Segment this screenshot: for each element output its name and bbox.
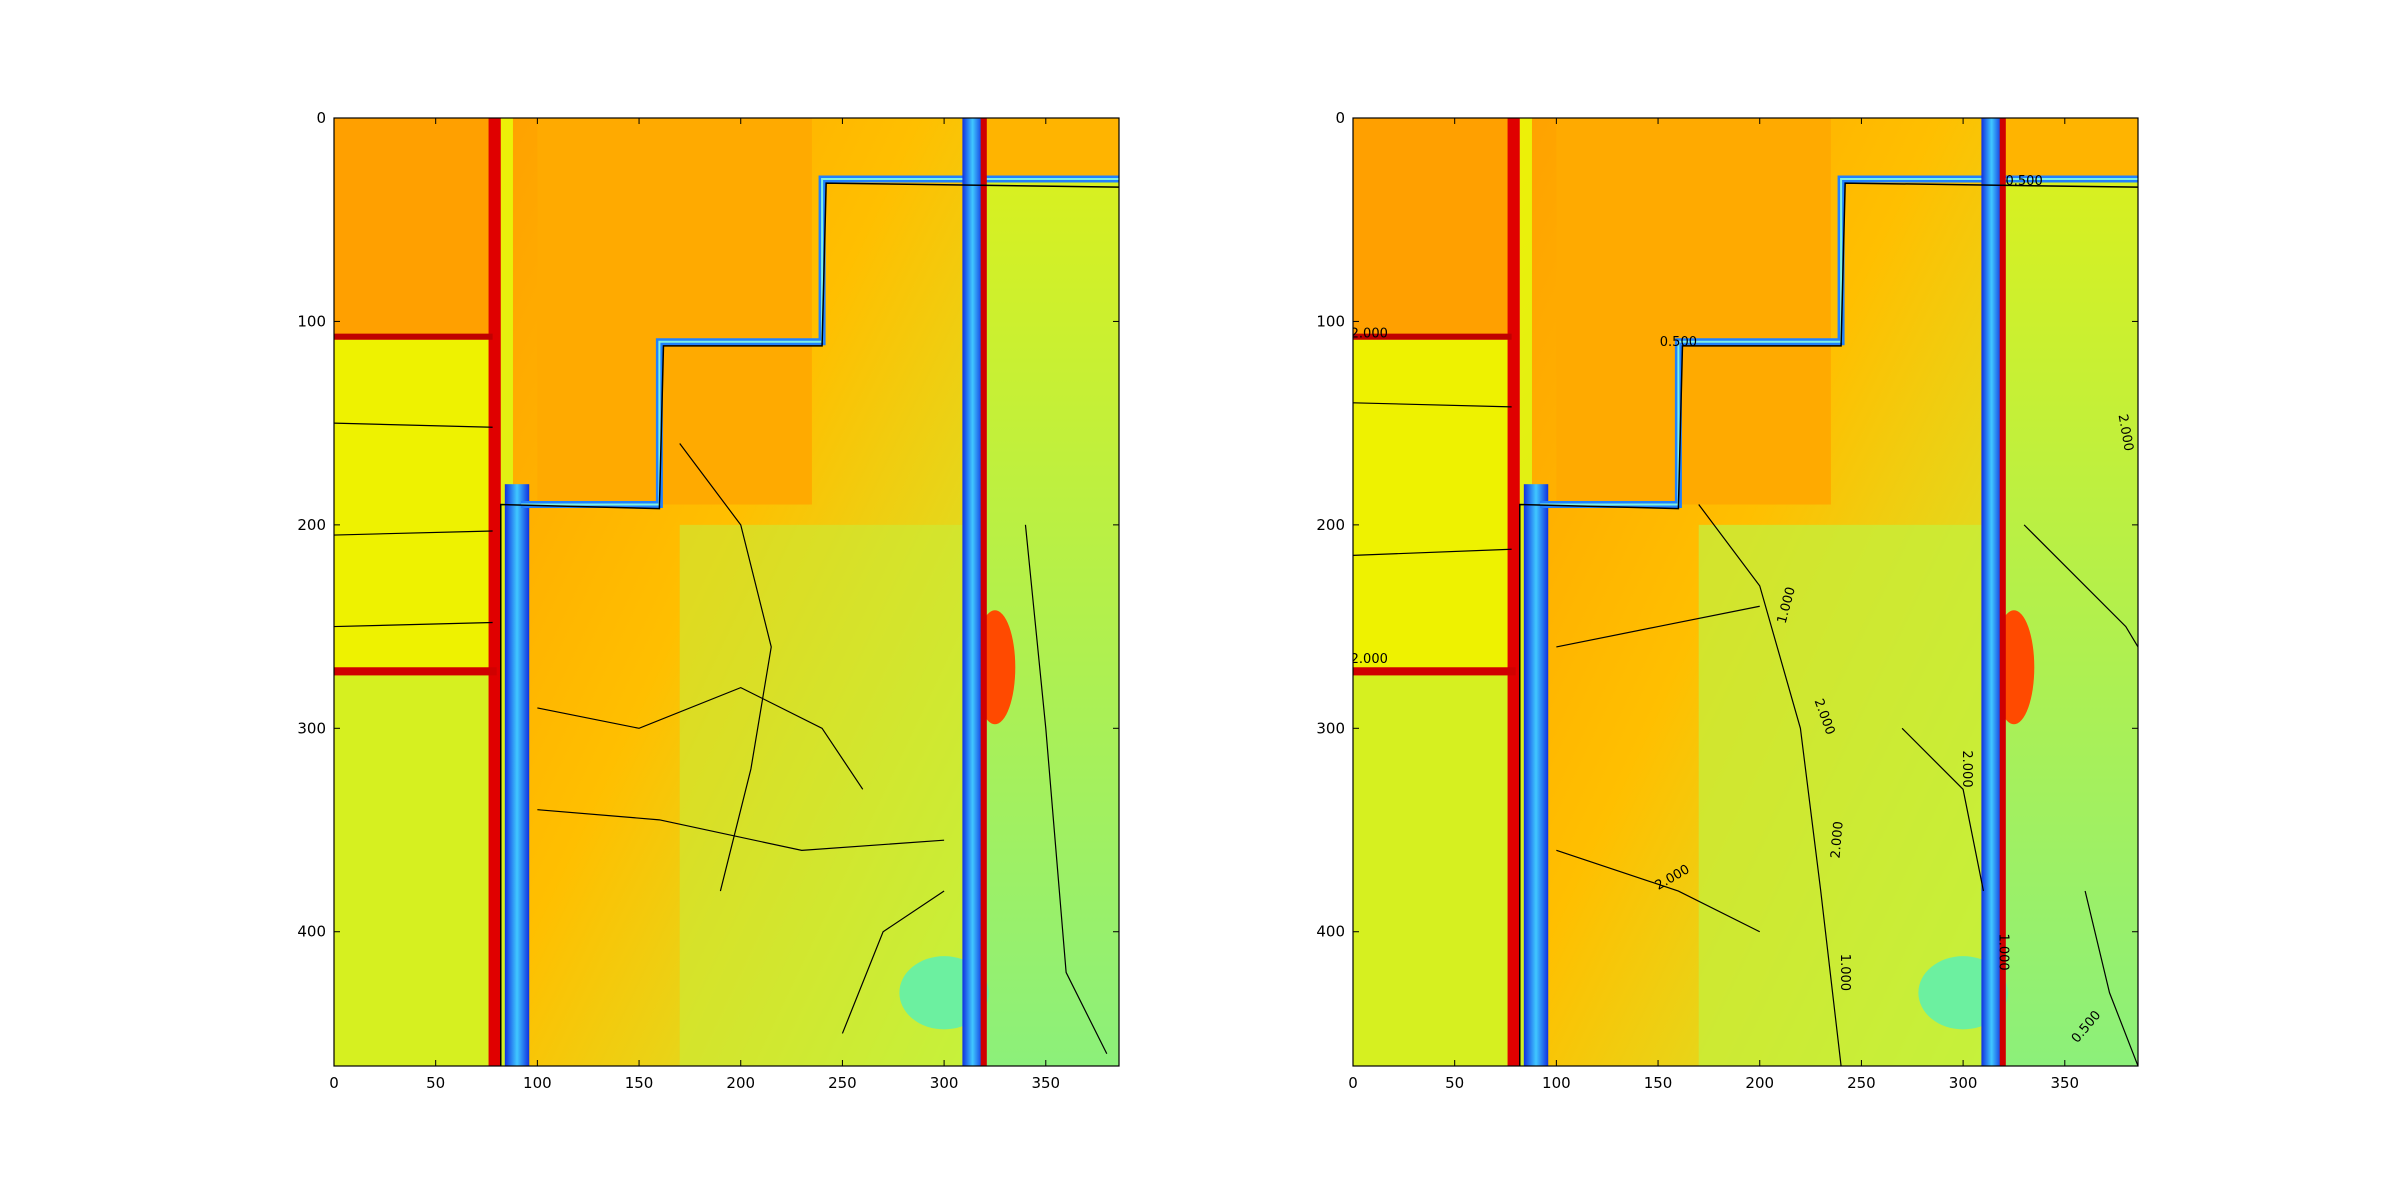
region-upper-step — [1556, 118, 1831, 505]
region-southwest — [1353, 671, 1516, 1066]
contour-label: 2.000 — [1959, 750, 1974, 787]
y-tick-label: 200 — [1316, 516, 1345, 534]
contour-label: 0.500 — [1660, 335, 1697, 350]
contour-line — [1556, 605, 1760, 648]
heatmap-image — [334, 118, 1119, 1066]
contour-line — [1556, 849, 1761, 933]
y-tick-label: 0 — [1335, 109, 1345, 127]
x-tick-label: 50 — [426, 1074, 445, 1092]
region-northwest — [1353, 118, 1512, 338]
contour-line — [1698, 504, 1842, 1066]
x-tick-label: 300 — [1949, 1074, 1978, 1092]
axes-frame — [1352, 117, 2139, 1067]
y-tick-label: 0 — [316, 109, 326, 127]
contour-line — [2023, 524, 2138, 648]
contour-label: 2.000 — [1351, 652, 1388, 667]
x-tick-label: 0 — [329, 1074, 339, 1092]
canal-west — [1523, 484, 1549, 1066]
x-tick-label: 150 — [625, 1074, 654, 1092]
y-tick-label: 400 — [1316, 923, 1345, 941]
region-west-stripes — [334, 337, 493, 672]
region-northwest — [334, 118, 493, 338]
contour-line — [1901, 727, 1985, 892]
canal-stepped-edge — [1540, 178, 2138, 506]
region-northeast — [1999, 118, 2138, 180]
x-tick-label: 200 — [1745, 1074, 1774, 1092]
ridge-south-road — [334, 667, 497, 676]
y-tick-label: 400 — [297, 923, 326, 941]
contour-line — [1519, 182, 2138, 1066]
ridge-south-road — [1353, 667, 1516, 676]
ridge-east — [1999, 118, 2006, 1066]
contour-label: 2.000 — [2115, 413, 2136, 452]
contour-line — [334, 621, 493, 628]
heatmap-panel-2: 2.000 2.000 0.500 0.500 1.000 2.000 2.000 2.000… — [1316, 109, 2139, 1092]
contour-line — [1024, 524, 1108, 1055]
region-upper-step — [537, 118, 812, 505]
region-southwest — [334, 671, 497, 1066]
contour-line — [537, 686, 864, 790]
y-tick-label: 300 — [297, 719, 326, 737]
contour-label: 1.000 — [1996, 933, 2011, 970]
x-tick-label: 350 — [2050, 1074, 2079, 1092]
contour-label: 0.500 — [2006, 174, 2043, 189]
canal-east — [962, 118, 983, 1066]
x-tick-label: 0 — [1348, 1074, 1358, 1092]
canal-west — [504, 484, 530, 1066]
ridge-west — [488, 118, 501, 1066]
contour-label: 1.000 — [1837, 954, 1852, 991]
contour-line — [841, 890, 945, 1034]
contour-line — [500, 182, 1119, 1066]
region-west-stripes — [1353, 337, 1512, 672]
contour-line — [1353, 402, 1512, 408]
contour-label: 2.000 — [1829, 821, 1847, 859]
ridge-north-road — [334, 333, 493, 340]
y-tick-label: 100 — [1316, 312, 1345, 330]
region-northeast — [980, 118, 1119, 180]
x-tick-label: 250 — [828, 1074, 857, 1092]
x-tick-label: 350 — [1031, 1074, 1060, 1092]
ridge-west — [1507, 118, 1520, 1066]
heatmap-image: 2.000 2.000 0.500 0.500 1.000 2.000 2.000 2.000… — [1351, 118, 2138, 1066]
x-tick-label: 50 — [1445, 1074, 1464, 1092]
x-tick-label: 200 — [726, 1074, 755, 1092]
x-tick-label: 300 — [930, 1074, 959, 1092]
y-tick-label: 200 — [297, 516, 326, 534]
contour-line — [334, 530, 493, 536]
y-tick-label: 100 — [297, 312, 326, 330]
contour-line — [334, 422, 493, 428]
axes-frame — [333, 117, 1120, 1067]
ridge-east — [980, 118, 987, 1066]
x-tick-label: 100 — [1542, 1074, 1571, 1092]
y-tick-label: 300 — [1316, 719, 1345, 737]
x-tick-label: 100 — [523, 1074, 552, 1092]
contour-label: 2.000 — [1351, 327, 1388, 342]
contour-line — [537, 809, 945, 851]
contour-line — [1353, 548, 1512, 556]
heatmap-panel-1: 0 50 100 150 200 250 300 350 0 100 200 300 400 — [297, 109, 1120, 1092]
x-tick-label: 250 — [1847, 1074, 1876, 1092]
canal-stepped-edge — [521, 178, 1119, 506]
canal-east — [1981, 118, 2002, 1066]
contour-line — [2084, 890, 2138, 1066]
contour-line — [679, 443, 772, 892]
x-tick-label: 150 — [1644, 1074, 1673, 1092]
ridge-north-road — [1353, 333, 1512, 340]
